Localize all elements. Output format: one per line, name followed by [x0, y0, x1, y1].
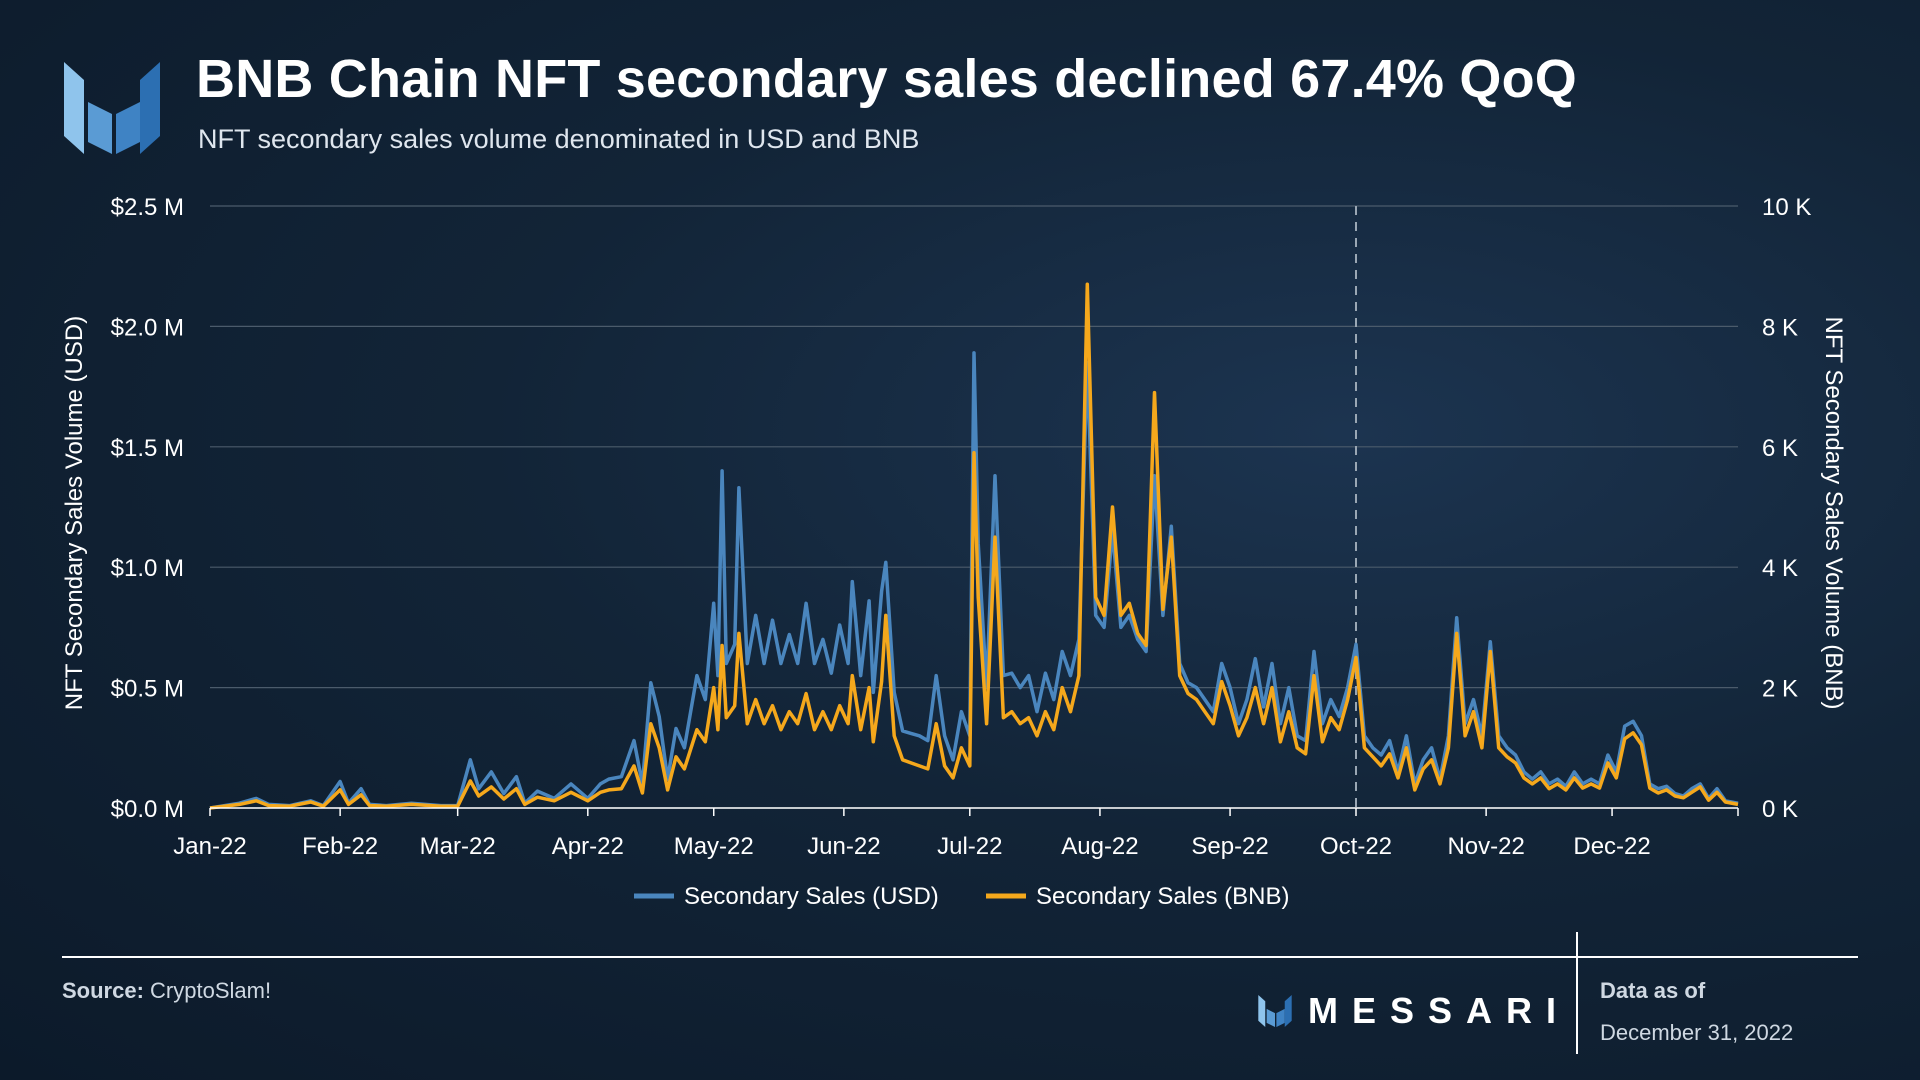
as-of-date: December 31, 2022 — [1600, 1020, 1794, 1045]
x-tick-label: Aug-22 — [1061, 833, 1138, 860]
source-label: Source: — [62, 978, 144, 1003]
y-left-tick-label: $0.5 M — [111, 676, 184, 703]
brand-name: MESSARI — [1308, 990, 1571, 1031]
y-right-tick-label: 0 K — [1762, 796, 1798, 823]
y-left-tick-label: $2.0 M — [111, 314, 184, 341]
legend-bnb-label: Secondary Sales (BNB) — [1036, 883, 1289, 910]
footer-divider — [62, 956, 1858, 958]
source-note: Source: CryptoSlam! — [62, 978, 271, 1004]
x-tick-label: Sep-22 — [1191, 833, 1268, 860]
as-of-label: Data as of — [1600, 978, 1706, 1003]
messari-logo-icon — [64, 62, 160, 154]
x-tick-label: Jul-22 — [937, 833, 1002, 860]
y-left-tick-label: $1.0 M — [111, 555, 184, 582]
series-lines — [209, 282, 1739, 810]
x-tick-label: Mar-22 — [420, 833, 496, 860]
page-title: BNB Chain NFT secondary sales declined 6… — [196, 49, 1578, 109]
y-axis-left-title: NFT Secondary Sales Volume (USD) — [61, 316, 88, 710]
y-right-tick-label: 2 K — [1762, 676, 1798, 703]
chart: $0.0 M $0.5 M $1.0 M $1.5 M $2.0 M $2.5 M 0 K 2… — [61, 194, 1847, 910]
y-left-tick-label: $1.5 M — [111, 435, 184, 462]
y-left-tick-label: $0.0 M — [111, 796, 184, 823]
series-usd-line — [209, 351, 1739, 810]
y-right-tick-label: 8 K — [1762, 314, 1798, 341]
x-tick-label: Dec-22 — [1573, 833, 1650, 860]
y-left-tick-label: $2.5 M — [111, 194, 184, 221]
x-tick-label: Apr-22 — [552, 833, 624, 860]
legend-usd-label: Secondary Sales (USD) — [684, 883, 939, 910]
series-bnb-line — [209, 282, 1739, 810]
x-tick-label: Nov-22 — [1447, 833, 1524, 860]
legend: Secondary Sales (USD) Secondary Sales (B… — [634, 883, 1289, 910]
y-right-tick-label: 10 K — [1762, 194, 1811, 221]
x-tick-label: Jan-22 — [173, 833, 246, 860]
x-tick-label: Oct-22 — [1320, 833, 1392, 860]
page-subtitle: NFT secondary sales volume denominated i… — [198, 124, 920, 154]
x-tick-label: May-22 — [674, 833, 754, 860]
y-right-tick-label: 6 K — [1762, 435, 1798, 462]
source-value: CryptoSlam! — [150, 978, 272, 1003]
brand-mark: MESSARI — [1258, 990, 1570, 1032]
x-tick-label: Jun-22 — [807, 833, 880, 860]
y-right-tick-label: 4 K — [1762, 555, 1798, 582]
footer-vertical-divider — [1576, 932, 1578, 1054]
y-axis-right-title: NFT Secondary Sales Volume (BNB) — [1820, 316, 1847, 709]
axes: $0.0 M $0.5 M $1.0 M $1.5 M $2.0 M $2.5 M 0 K 2… — [111, 194, 1812, 860]
x-tick-label: Feb-22 — [302, 833, 378, 860]
messari-small-logo-icon — [1258, 995, 1292, 1027]
